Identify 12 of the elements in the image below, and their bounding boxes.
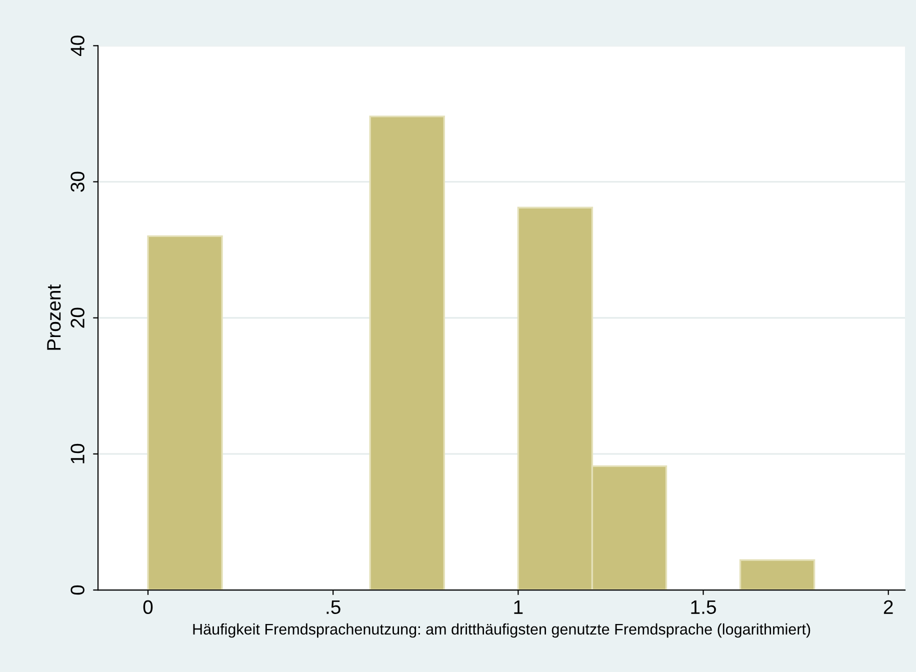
x-tick-label: .5 [326, 600, 340, 614]
x-tick-label: 0 [143, 600, 153, 614]
y-tick-label: 40 [70, 36, 84, 56]
y-tick-label: 30 [70, 172, 84, 192]
x-tick-label: 1.5 [691, 600, 716, 614]
x-tick-label: 2 [884, 600, 893, 614]
y-tick-label: 0 [70, 585, 84, 595]
y-tick-label: 20 [70, 308, 84, 328]
x-tick-label: 1 [514, 600, 523, 614]
y-tick-label: 10 [70, 444, 84, 464]
y-axis-title: Prozent [47, 284, 61, 350]
x-axis-title: Häufigkeit Fremdsprachenutzung: am dritthäufigsten genutzte Fremdsprache (logarithmiert) [193, 623, 810, 638]
